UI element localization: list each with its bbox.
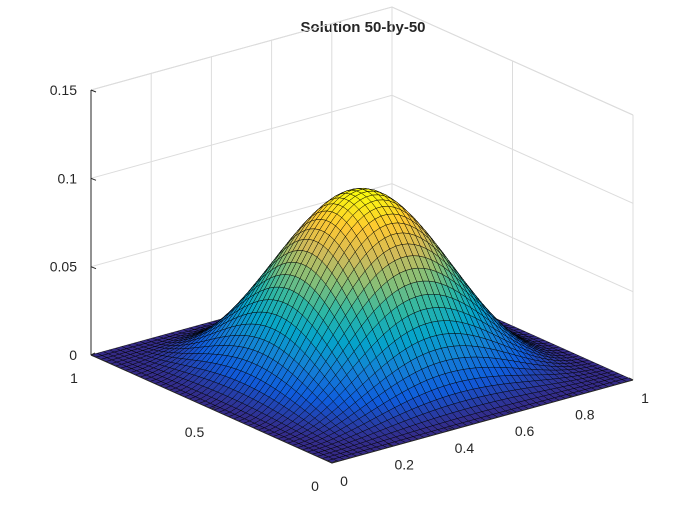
x-tick-label: 0.6 <box>515 423 535 439</box>
surface-mesh <box>90 188 634 464</box>
z-tick-label: 0.05 <box>50 259 77 275</box>
y-tick-mark <box>331 460 337 464</box>
z-tick-mark <box>90 177 97 181</box>
x-tick-label: 1 <box>641 390 649 406</box>
y-tick-label: 0 <box>311 478 319 494</box>
z-tick-mark <box>90 354 97 358</box>
x-tick-mark <box>568 394 574 398</box>
x-tick-mark <box>448 427 453 431</box>
grid-line-z <box>90 94 634 204</box>
axes: 0 0.2 0.4 0.6 0.8 1 0 0.5 1 0 0.05 0.1 0.15 <box>50 82 649 494</box>
x-axis-line <box>331 379 634 464</box>
x-tick-mark <box>387 443 393 447</box>
x-tick-mark <box>327 460 333 464</box>
z-tick-label: 0.1 <box>58 170 78 186</box>
x-tick-label: 0.4 <box>455 440 475 456</box>
x-tick-label: 0.2 <box>394 456 414 472</box>
x-tick-mark <box>628 377 634 381</box>
x-tick-label: 0.8 <box>575 407 595 423</box>
y-tick-mark <box>90 352 96 356</box>
grid-line-z <box>90 183 634 293</box>
y-tick-label: 1 <box>70 370 78 386</box>
y-tick-label: 0.5 <box>185 424 205 440</box>
x-tick-mark <box>508 410 513 414</box>
x-tick-label: 0 <box>340 473 348 489</box>
z-tick-label: 0.15 <box>50 82 77 98</box>
wall-top-edge <box>90 6 634 116</box>
z-tick-mark <box>90 266 97 270</box>
z-tick-label: 0 <box>69 347 77 363</box>
z-tick-mark <box>90 89 97 93</box>
y-tick-mark <box>211 406 216 410</box>
